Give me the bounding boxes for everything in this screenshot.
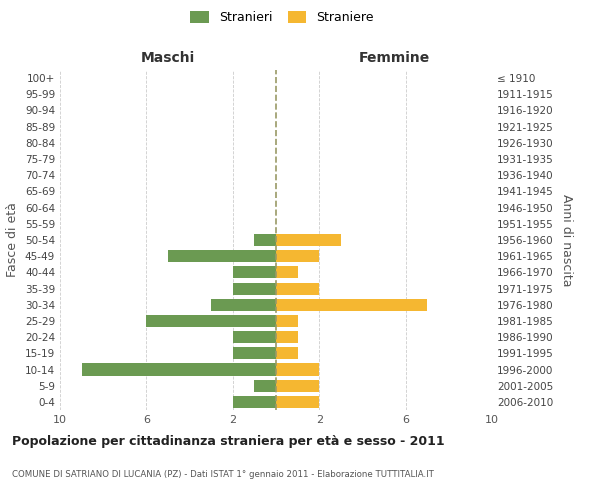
Bar xyxy=(211,298,276,311)
Y-axis label: Fasce di età: Fasce di età xyxy=(7,202,19,278)
Bar xyxy=(276,331,298,343)
Bar xyxy=(233,396,276,408)
Bar xyxy=(276,234,341,246)
Bar xyxy=(254,380,276,392)
Bar xyxy=(276,315,298,327)
Bar xyxy=(233,282,276,294)
Text: Maschi: Maschi xyxy=(141,51,195,65)
Bar xyxy=(276,364,319,376)
Bar xyxy=(276,282,319,294)
Bar xyxy=(276,348,298,360)
Bar xyxy=(233,348,276,360)
Text: Femmine: Femmine xyxy=(359,51,430,65)
Bar xyxy=(146,315,276,327)
Bar xyxy=(254,234,276,246)
Bar xyxy=(276,396,319,408)
Bar xyxy=(233,266,276,278)
Bar xyxy=(276,298,427,311)
Bar xyxy=(276,266,298,278)
Bar xyxy=(233,331,276,343)
Text: COMUNE DI SATRIANO DI LUCANIA (PZ) - Dati ISTAT 1° gennaio 2011 - Elaborazione T: COMUNE DI SATRIANO DI LUCANIA (PZ) - Dat… xyxy=(12,470,434,479)
Text: Popolazione per cittadinanza straniera per età e sesso - 2011: Popolazione per cittadinanza straniera p… xyxy=(12,435,445,448)
Bar xyxy=(276,250,319,262)
Bar xyxy=(276,380,319,392)
Legend: Stranieri, Straniere: Stranieri, Straniere xyxy=(185,6,379,29)
Bar xyxy=(82,364,276,376)
Y-axis label: Anni di nascita: Anni di nascita xyxy=(560,194,573,286)
Bar xyxy=(168,250,276,262)
